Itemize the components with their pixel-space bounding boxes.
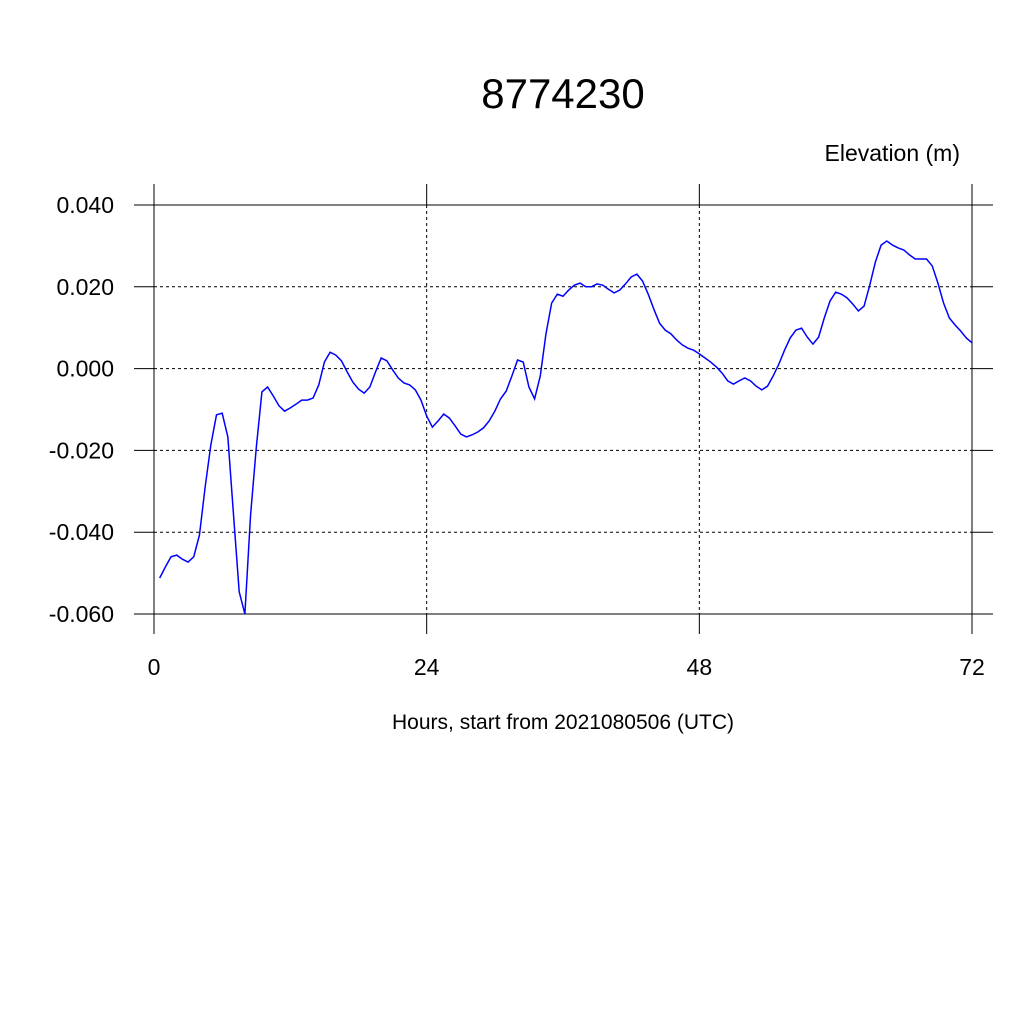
axis-caption: Elevation (m): [825, 140, 960, 166]
chart-title: 8774230: [481, 70, 645, 117]
y-tick-label: -0.060: [49, 601, 114, 627]
y-tick-label: 0.000: [56, 356, 114, 382]
x-tick-label: 0: [148, 654, 161, 680]
y-tick-label: 0.020: [56, 274, 114, 300]
data-line: [159, 240, 973, 615]
x-axis-title: Hours, start from 2021080506 (UTC): [392, 711, 734, 734]
y-tick-label: 0.040: [56, 192, 114, 218]
plot-frame: [153, 204, 973, 615]
y-tick-label: -0.020: [49, 437, 114, 463]
x-tick-label: 72: [959, 654, 985, 680]
y-tick-label: -0.040: [49, 519, 114, 545]
x-tick-label: 48: [687, 654, 713, 680]
x-tick-label: 24: [414, 654, 440, 680]
